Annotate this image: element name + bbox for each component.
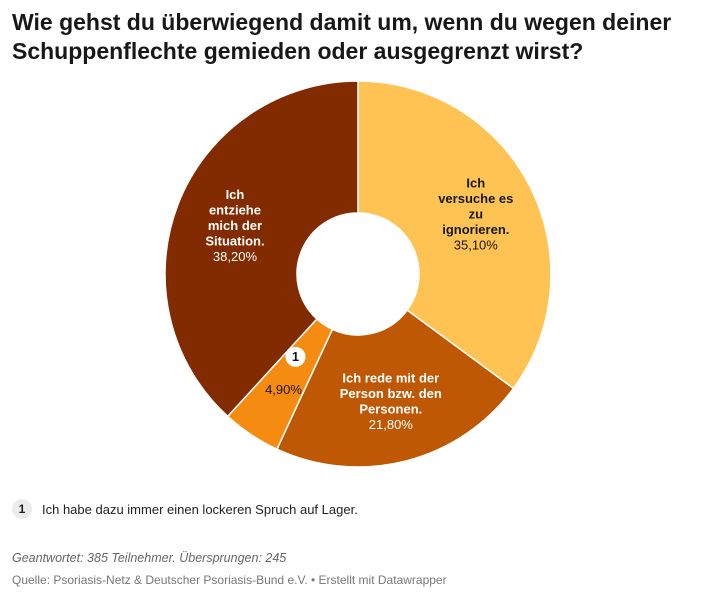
slice-label-line: Person bzw. den <box>340 386 442 401</box>
slice-value-label: 38,20% <box>213 249 258 264</box>
slice-label-line: Ich rede mit der <box>342 371 439 386</box>
footnote-marker-circle <box>285 346 306 367</box>
slice-label-line: Ich <box>466 175 485 190</box>
slice-label-line: versuche es <box>438 191 513 206</box>
slice-label-line: mich der <box>208 218 262 233</box>
slice-ich-rede-mit-der-person-bzw-de <box>275 309 515 468</box>
answered-note: Geantwortet: 385 Teilnehmer. Übersprunge… <box>12 551 287 565</box>
slice-value-label: 21,80% <box>369 417 414 432</box>
slice-label-line: zu <box>469 206 484 221</box>
footnote: 1 Ich habe dazu immer einen lockeren Spr… <box>12 499 358 519</box>
chart-title: Wie gehst du überwiegend damit um, wenn … <box>12 9 672 64</box>
slice-value-label: 4,90% <box>265 382 302 397</box>
slice-label-line: entziehe <box>209 203 261 218</box>
footnote-marker-label: 1 <box>292 349 299 364</box>
footnote-text: Ich habe dazu immer einen lockeren Spruc… <box>42 501 358 517</box>
footnote-marker: 1 <box>12 499 32 519</box>
slice-label-line: Personen. <box>359 402 422 417</box>
slice-label-line: ignorieren. <box>442 222 509 237</box>
slice-label-line: Ich <box>226 187 245 202</box>
source-note: Quelle: Psoriasis-Netz & Deutscher Psori… <box>12 573 447 587</box>
slice-label-line: Situation. <box>205 234 264 249</box>
slice-value-label: 35,10% <box>454 237 499 252</box>
slice-ich-versuche-es-zu-ignorieren <box>357 80 552 390</box>
slice-ich-entziehe-mich-der-situatio <box>164 80 359 418</box>
